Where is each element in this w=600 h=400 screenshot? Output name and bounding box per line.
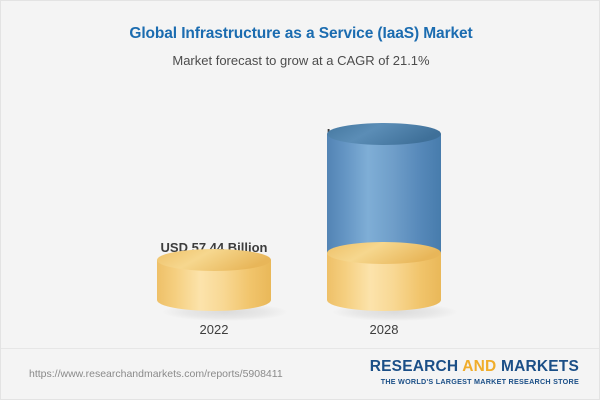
page-subtitle: Market forecast to grow at a CAGR of 21.…: [172, 53, 430, 68]
logo-wordmark: RESEARCH AND MARKETS: [369, 358, 579, 375]
cylinder-2028-graphic: [327, 123, 441, 311]
footer-divider: [1, 348, 599, 349]
page-title: Global Infrastructure as a Service (IaaS…: [129, 25, 473, 42]
logo-tagline: THE WORLD'S LARGEST MARKET RESEARCH STOR…: [380, 377, 579, 387]
axis-label-2022: 2022: [199, 322, 229, 337]
research-and-markets-logo[interactable]: RESEARCH AND MARKETS THE WORLD'S LARGEST…: [369, 358, 579, 387]
chart-plot-area: USD 57.44 Billion: [1, 81, 599, 343]
cylinder-2022: [157, 249, 271, 311]
logo-word-and: AND: [458, 358, 501, 375]
logo-word-research: RESEARCH: [369, 358, 459, 375]
cylinder-2022-graphic: [157, 249, 271, 311]
report-url[interactable]: https://www.researchandmarkets.com/repor…: [29, 368, 283, 380]
axis-label-2028: 2028: [369, 322, 399, 337]
cylinder-2028: [327, 123, 441, 311]
logo-word-markets: MARKETS: [500, 358, 579, 375]
